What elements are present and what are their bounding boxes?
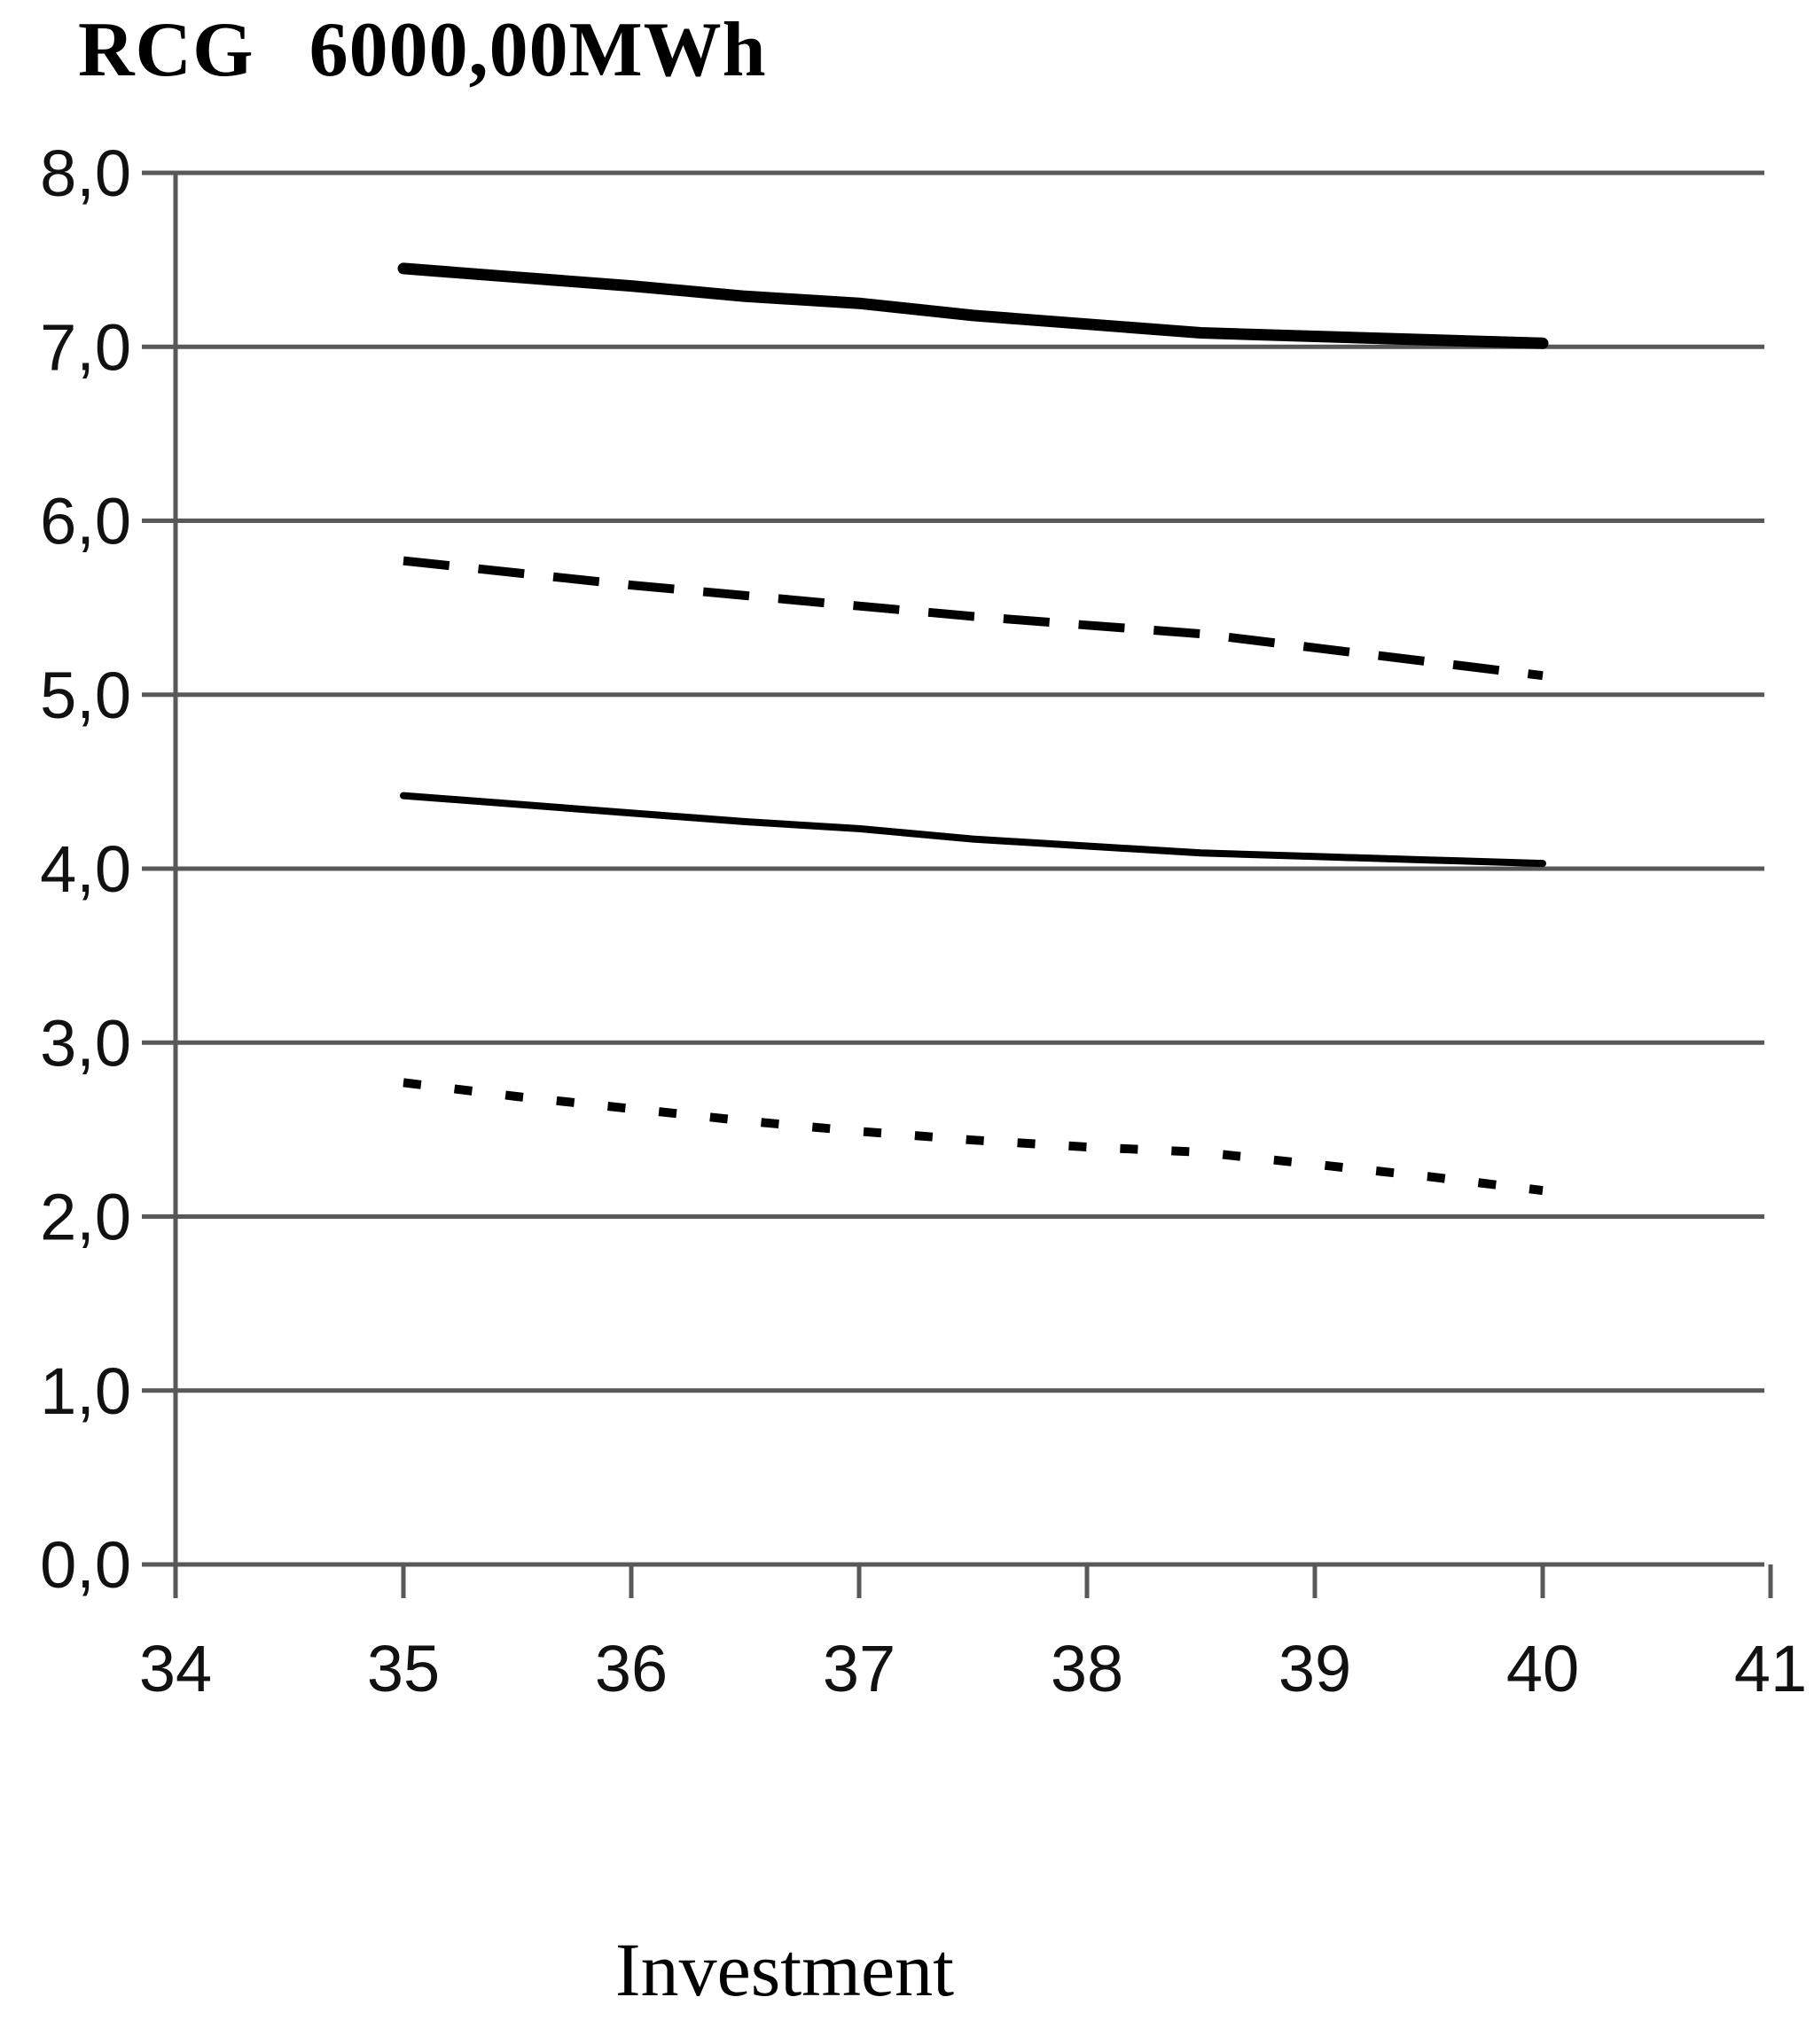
- chart-title-value: 6000,00MWh: [309, 7, 767, 93]
- y-tick-label-6,0: 6,0: [40, 485, 131, 558]
- y-tick-label-4,0: 4,0: [40, 832, 131, 906]
- chart-title-label: RCG: [78, 7, 254, 93]
- x-tick-label-34: 34: [139, 1632, 212, 1705]
- lower-thin-solid-line: [400, 792, 1546, 868]
- series-group: [397, 262, 1549, 1196]
- gridlines-group: [142, 170, 1764, 1567]
- y-tick-label-5,0: 5,0: [40, 659, 131, 732]
- dotted-line: [403, 1078, 1544, 1196]
- y-tick-label-8,0: 8,0: [40, 137, 131, 210]
- x-axis-title: Investment: [614, 1927, 955, 2012]
- x-tick-label-40: 40: [1506, 1632, 1579, 1705]
- chart-title: RCG 6000,00MWh: [78, 5, 767, 95]
- axes-group: [173, 173, 1773, 1598]
- y-tick-label-1,0: 1,0: [40, 1354, 131, 1428]
- x-tick-label-37: 37: [823, 1632, 895, 1705]
- x-tick-label-38: 38: [1051, 1632, 1123, 1705]
- y-tick-label-3,0: 3,0: [40, 1006, 131, 1080]
- y-tick-label-0,0: 0,0: [40, 1528, 131, 1602]
- y-tick-label-2,0: 2,0: [40, 1181, 131, 1254]
- x-tick-label-35: 35: [367, 1632, 440, 1705]
- x-tick-label-41: 41: [1734, 1632, 1807, 1705]
- x-tick-label-39: 39: [1278, 1632, 1351, 1705]
- upper-thick-solid-line: [397, 262, 1549, 349]
- x-tick-label-36: 36: [595, 1632, 668, 1705]
- dashed-line: [403, 556, 1544, 681]
- y-tick-label-7,0: 7,0: [40, 310, 131, 384]
- tick-labels-group: 0,0 1,0 2,0 3,0 4,0 5,0 6,0 7,0 8,0 34 35 36 37 38 39 4…: [40, 137, 1807, 1705]
